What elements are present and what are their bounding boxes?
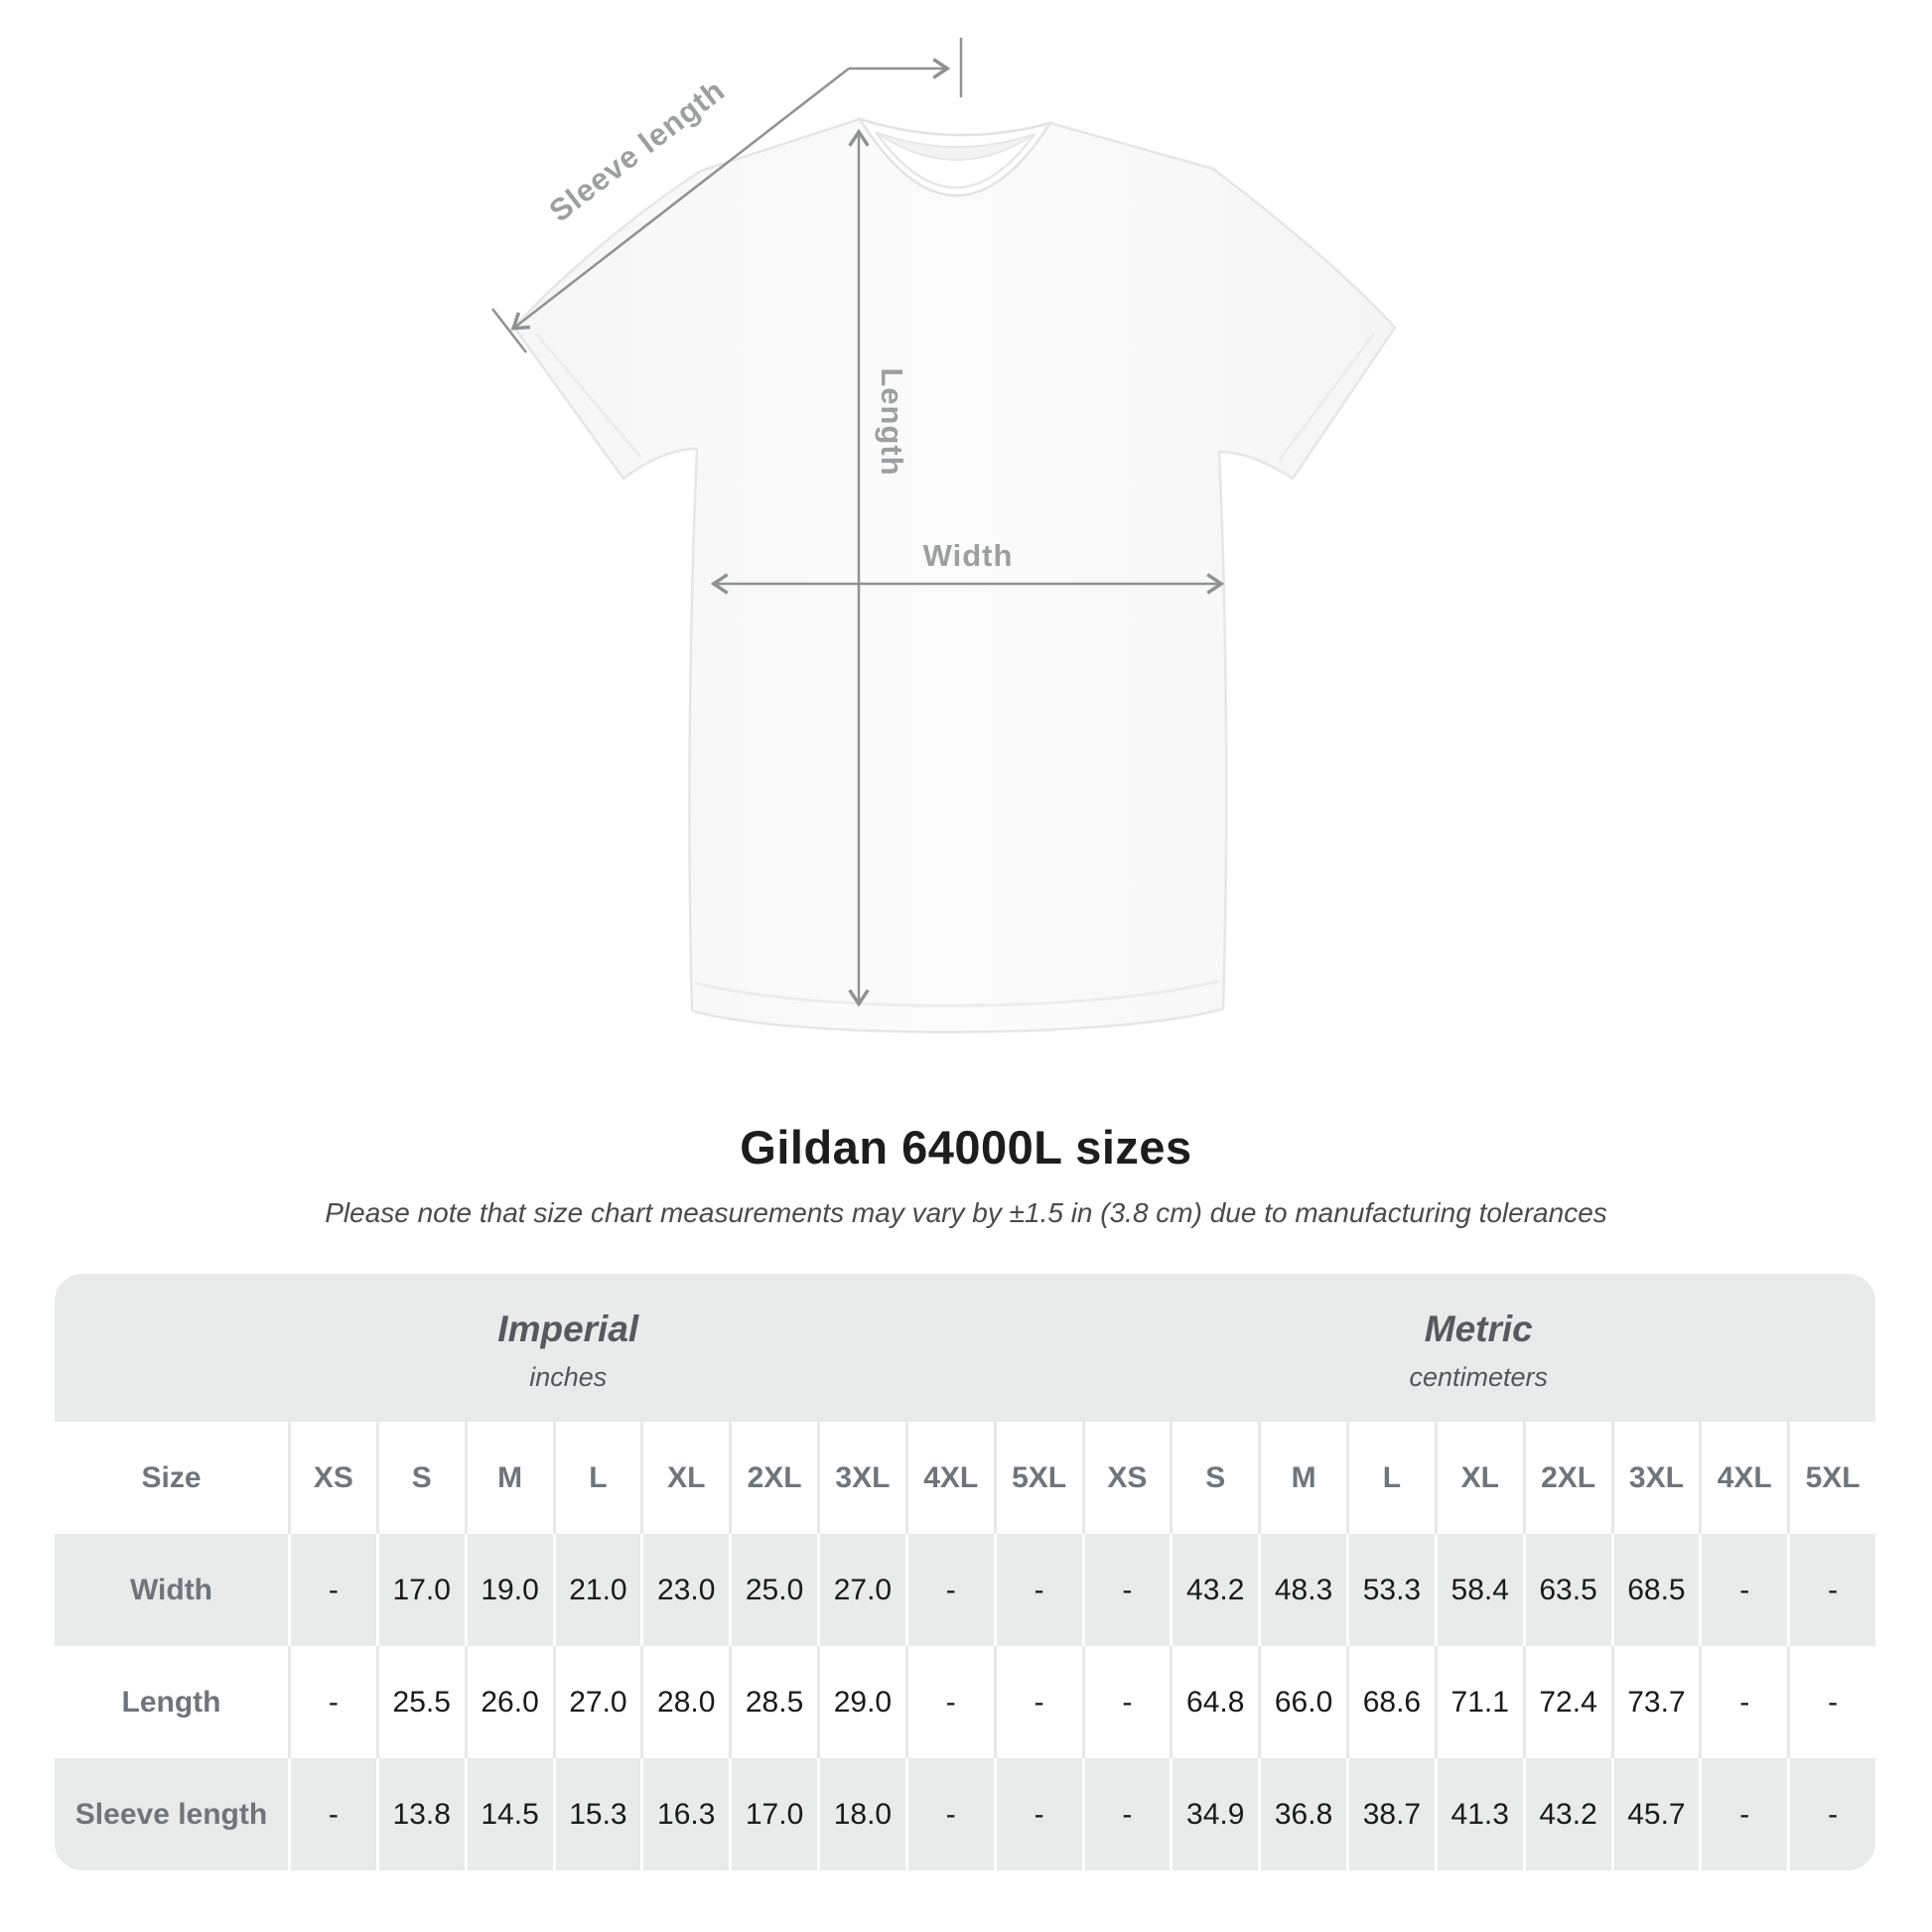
table-cell: 28.5 xyxy=(729,1646,817,1758)
table-cell: 58.4 xyxy=(1434,1534,1523,1646)
table-cell: 14.5 xyxy=(464,1758,553,1870)
table-cell: 72.4 xyxy=(1522,1646,1611,1758)
page-title: Gildan 64000L sizes xyxy=(740,1121,1192,1173)
table-row-sleeve-length: Sleeve length - 13.8 14.5 15.3 16.3 17.0… xyxy=(55,1758,1875,1870)
table-cell: 27.0 xyxy=(817,1534,905,1646)
table-cell: - xyxy=(1699,1758,1787,1870)
table-cell: 71.1 xyxy=(1434,1646,1523,1758)
size-header: XL xyxy=(1434,1422,1523,1534)
table-cell: 53.3 xyxy=(1346,1534,1435,1646)
table-cell: 41.3 xyxy=(1434,1758,1523,1870)
table-cell: 18.0 xyxy=(817,1758,905,1870)
table-cell: 45.7 xyxy=(1610,1758,1700,1870)
size-header: 4XL xyxy=(1699,1422,1787,1534)
table-cell: 13.8 xyxy=(375,1758,465,1870)
table-cell: 25.0 xyxy=(729,1534,817,1646)
table-cell: - xyxy=(288,1534,376,1646)
metric-unit: centimeters xyxy=(1409,1362,1549,1392)
size-header: M xyxy=(464,1422,553,1534)
table-cell: 38.7 xyxy=(1346,1758,1435,1870)
tshirt-measurement-diagram: Length Width Sleeve length xyxy=(491,38,1397,1034)
size-header: L xyxy=(1346,1422,1435,1534)
size-header: XS xyxy=(1081,1422,1171,1534)
table-cell: 63.5 xyxy=(1522,1534,1611,1646)
row-label: Length xyxy=(121,1685,221,1719)
tshirt-illustration xyxy=(512,116,1397,1034)
metric-header: Metric centimeters xyxy=(1082,1274,1876,1422)
table-cell: 68.5 xyxy=(1610,1534,1700,1646)
table-cell: - xyxy=(1081,1646,1171,1758)
table-cell: 43.2 xyxy=(1170,1534,1258,1646)
size-header: L xyxy=(552,1422,641,1534)
table-cell: - xyxy=(1787,1646,1875,1758)
size-header: S xyxy=(375,1422,465,1534)
table-cell: - xyxy=(904,1646,994,1758)
sleeve-length-dimension-arrow xyxy=(491,38,963,353)
size-header: 4XL xyxy=(904,1422,994,1534)
table-cell: - xyxy=(288,1646,376,1758)
table-cell: 21.0 xyxy=(552,1534,641,1646)
table-cell: - xyxy=(904,1534,994,1646)
table-cell: 64.8 xyxy=(1170,1646,1258,1758)
size-header: 3XL xyxy=(817,1422,905,1534)
table-cell: - xyxy=(1699,1534,1787,1646)
imperial-unit: inches xyxy=(529,1362,608,1392)
table-cell: 66.0 xyxy=(1258,1646,1346,1758)
tolerance-note: Please note that size chart measurements… xyxy=(325,1197,1607,1228)
table-cell: 68.6 xyxy=(1346,1646,1435,1758)
size-header: 3XL xyxy=(1610,1422,1700,1534)
row-label: Width xyxy=(129,1573,213,1606)
size-header: XL xyxy=(640,1422,729,1534)
table-cell: - xyxy=(993,1758,1082,1870)
size-table: Imperial inches Metric centimeters Size … xyxy=(55,1274,1875,1870)
table-cell: 17.0 xyxy=(729,1758,817,1870)
table-cell: 16.3 xyxy=(640,1758,729,1870)
table-cell: - xyxy=(993,1534,1082,1646)
table-cell: 73.7 xyxy=(1610,1646,1700,1758)
size-header-row: Size XS S M L XL 2XL 3XL 4XL 5XL XS S M … xyxy=(55,1422,1875,1534)
table-cell: 25.5 xyxy=(375,1646,465,1758)
table-cell: - xyxy=(1787,1534,1875,1646)
table-cell: 19.0 xyxy=(464,1534,553,1646)
table-cell: 26.0 xyxy=(464,1646,553,1758)
imperial-title: Imperial xyxy=(497,1309,639,1349)
imperial-header: Imperial inches xyxy=(55,1274,1082,1422)
table-cell: 27.0 xyxy=(552,1646,641,1758)
size-header: 5XL xyxy=(1787,1422,1875,1534)
table-cell: 28.0 xyxy=(640,1646,729,1758)
metric-title: Metric xyxy=(1424,1309,1533,1349)
width-label: Width xyxy=(923,538,1014,573)
size-column-label: Size xyxy=(141,1460,202,1494)
table-cell: - xyxy=(904,1758,994,1870)
size-header: S xyxy=(1170,1422,1258,1534)
table-cell: - xyxy=(1081,1534,1171,1646)
unit-header-band: Imperial inches Metric centimeters xyxy=(55,1274,1875,1422)
table-cell: 23.0 xyxy=(640,1534,729,1646)
table-cell: - xyxy=(288,1758,376,1870)
table-cell: 36.8 xyxy=(1258,1758,1346,1870)
table-row-length: Length - 25.5 26.0 27.0 28.0 28.5 29.0 -… xyxy=(55,1646,1875,1758)
row-label: Sleeve length xyxy=(74,1797,268,1831)
table-cell: 34.9 xyxy=(1170,1758,1258,1870)
table-cell: - xyxy=(993,1646,1082,1758)
size-header: 2XL xyxy=(1522,1422,1611,1534)
size-header: M xyxy=(1258,1422,1346,1534)
size-header: 2XL xyxy=(729,1422,817,1534)
table-row-width: Width - 17.0 19.0 21.0 23.0 25.0 27.0 - … xyxy=(55,1534,1875,1646)
size-header: XS xyxy=(288,1422,376,1534)
table-cell: 29.0 xyxy=(817,1646,905,1758)
table-cell: 17.0 xyxy=(375,1534,465,1646)
table-cell: 15.3 xyxy=(552,1758,641,1870)
size-header: 5XL xyxy=(993,1422,1082,1534)
table-cell: 48.3 xyxy=(1258,1534,1346,1646)
table-cell: - xyxy=(1699,1646,1787,1758)
table-cell: - xyxy=(1787,1758,1875,1870)
length-label: Length xyxy=(875,367,909,476)
table-cell: - xyxy=(1081,1758,1171,1870)
table-cell: 43.2 xyxy=(1522,1758,1611,1870)
